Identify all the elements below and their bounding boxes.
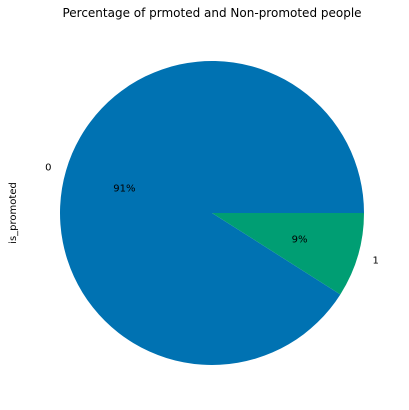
- pie-slice-1: [212, 213, 364, 295]
- percentage-label-0: 91%: [113, 184, 135, 195]
- percentage-label-1: 9%: [292, 234, 308, 245]
- category-label-1: 1: [373, 256, 379, 267]
- y-axis-label: is_promoted: [8, 182, 19, 244]
- pie-labels: 0 91% 1 9%: [45, 162, 379, 266]
- chart-title: Percentage of prmoted and Non-promoted p…: [62, 6, 361, 20]
- category-label-0: 0: [45, 162, 51, 173]
- pie-slices: [59, 61, 365, 366]
- pie-slice-0: [59, 61, 365, 366]
